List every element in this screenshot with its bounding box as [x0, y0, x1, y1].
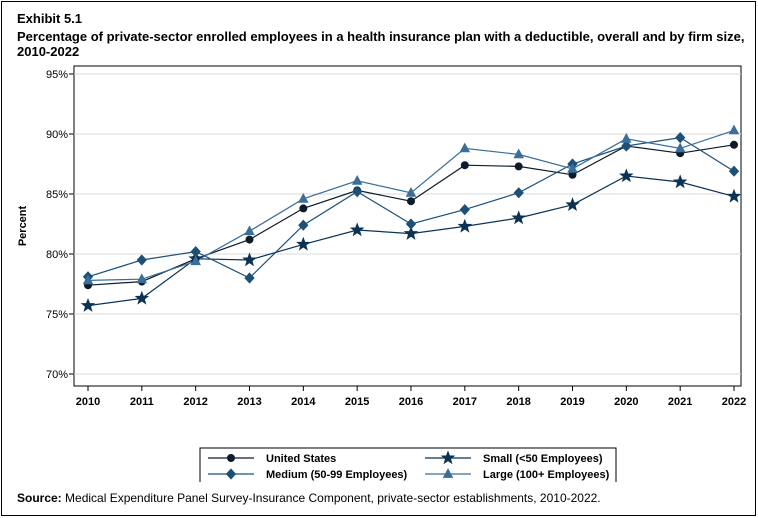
data-point [619, 168, 634, 183]
x-tick-label: 2013 [237, 396, 261, 408]
data-point [405, 186, 417, 197]
data-point [242, 252, 257, 267]
legend: United States Small (<50 Employees) Medium… [199, 447, 617, 482]
data-point [244, 225, 255, 236]
line-chart: 70%75%80%85%90%95% 2010 2011 2012 2013 2014 2… [17, 65, 746, 482]
data-point [136, 254, 147, 266]
data-point [349, 222, 365, 237]
x-tick-label: 2012 [183, 396, 207, 408]
legend-swatch-marker [442, 468, 454, 478]
data-point [457, 218, 473, 233]
data-point [298, 192, 309, 203]
x-axis: 2010 2011 2012 2013 2014 2015 2016 2017 2018 2019… [76, 386, 746, 408]
plot-area [73, 65, 742, 387]
data-point [728, 165, 740, 177]
data-point [134, 290, 150, 305]
data-point [513, 148, 524, 159]
data-point [299, 204, 308, 213]
data-point [296, 236, 311, 251]
data-point [406, 197, 415, 206]
data-point [403, 225, 419, 240]
data-point [459, 204, 470, 216]
data-point [565, 197, 580, 212]
data-point [459, 142, 471, 153]
x-tick-label: 2018 [506, 396, 530, 408]
data-point [405, 218, 417, 230]
x-tick-label: 2021 [668, 396, 692, 408]
x-tick-label: 2020 [614, 396, 638, 408]
data-point [728, 124, 740, 135]
x-tick-label: 2016 [399, 396, 423, 408]
data-point [80, 297, 96, 312]
source-label: Source: [17, 491, 62, 505]
y-axis-label: Percent [17, 205, 29, 246]
y-tick-label: 85% [46, 189, 68, 201]
data-point [244, 272, 255, 284]
x-tick-label: 2011 [130, 396, 154, 408]
series-markers [80, 124, 742, 312]
legend-label: Medium (50-99 Employees) [266, 469, 408, 481]
exhibit-number: Exhibit 5.1 [17, 11, 83, 26]
legend-swatch-marker [440, 450, 456, 465]
data-point [726, 188, 742, 203]
source-text: Medical Expenditure Panel Survey-Insuran… [61, 491, 601, 505]
data-point [352, 186, 363, 198]
y-tick-label: 90% [46, 129, 68, 141]
y-tick-label: 70% [46, 369, 68, 381]
legend-box [199, 447, 617, 482]
x-tick-label: 2019 [560, 396, 584, 408]
data-point [567, 162, 578, 173]
data-point [621, 132, 632, 143]
data-point [621, 140, 632, 152]
data-point [82, 274, 94, 285]
chart-title: Percentage of private-sector enrolled em… [17, 29, 745, 59]
y-tick-label: 75% [46, 309, 68, 321]
data-point [672, 174, 688, 189]
data-point [730, 140, 739, 149]
data-point [511, 210, 526, 225]
data-point [136, 273, 148, 284]
data-point [298, 219, 309, 231]
data-point [460, 161, 469, 170]
data-point [513, 187, 524, 199]
data-point [245, 235, 254, 244]
legend-label: Large (100+ Employees) [483, 469, 610, 481]
source-note: Source: Medical Expenditure Panel Survey… [17, 491, 601, 505]
legend-label: Small (<50 Employees) [483, 453, 603, 465]
y-tick-label: 80% [46, 249, 68, 261]
data-point [514, 162, 523, 171]
data-point [674, 142, 686, 153]
legend-swatch-marker [225, 468, 237, 480]
y-axis: 70% 75% 80% 85% 90% 95% [46, 69, 74, 381]
y-tick-label: 95% [46, 69, 68, 81]
x-tick-label: 2017 [453, 396, 477, 408]
data-point [190, 255, 201, 266]
x-tick-label: 2015 [345, 396, 369, 408]
x-tick-label: 2010 [76, 396, 100, 408]
legend-label: United States [266, 453, 336, 465]
x-tick-label: 2014 [291, 396, 316, 408]
x-tick-label: 2022 [722, 396, 746, 408]
legend-swatch-marker [226, 453, 235, 462]
data-point [351, 174, 363, 185]
